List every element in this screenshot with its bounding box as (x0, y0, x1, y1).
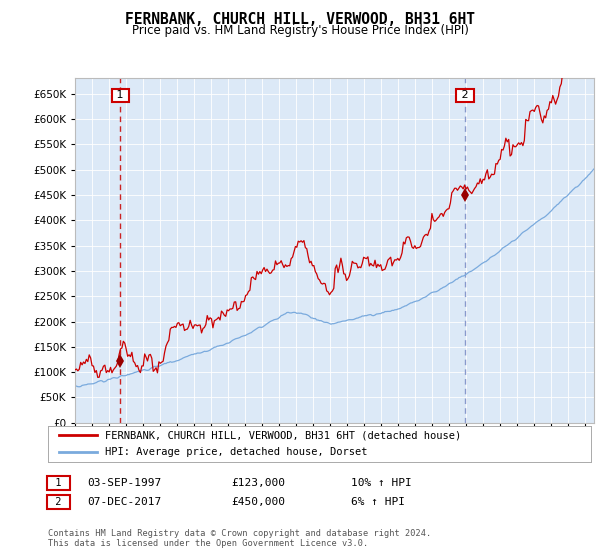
Text: FERNBANK, CHURCH HILL, VERWOOD, BH31 6HT: FERNBANK, CHURCH HILL, VERWOOD, BH31 6HT (125, 12, 475, 27)
Text: 6% ↑ HPI: 6% ↑ HPI (351, 497, 405, 507)
Text: 2: 2 (49, 497, 68, 507)
Text: 1: 1 (49, 478, 68, 488)
Text: Price paid vs. HM Land Registry's House Price Index (HPI): Price paid vs. HM Land Registry's House … (131, 24, 469, 37)
Text: 03-SEP-1997: 03-SEP-1997 (87, 478, 161, 488)
Text: 07-DEC-2017: 07-DEC-2017 (87, 497, 161, 507)
Text: £123,000: £123,000 (231, 478, 285, 488)
Text: FERNBANK, CHURCH HILL, VERWOOD, BH31 6HT (detached house): FERNBANK, CHURCH HILL, VERWOOD, BH31 6HT… (105, 431, 461, 440)
Text: HPI: Average price, detached house, Dorset: HPI: Average price, detached house, Dors… (105, 447, 368, 457)
Text: 10% ↑ HPI: 10% ↑ HPI (351, 478, 412, 488)
Text: 2: 2 (458, 91, 472, 100)
Text: 1: 1 (113, 91, 127, 100)
Text: £450,000: £450,000 (231, 497, 285, 507)
Text: This data is licensed under the Open Government Licence v3.0.: This data is licensed under the Open Gov… (48, 539, 368, 548)
Text: Contains HM Land Registry data © Crown copyright and database right 2024.: Contains HM Land Registry data © Crown c… (48, 529, 431, 538)
